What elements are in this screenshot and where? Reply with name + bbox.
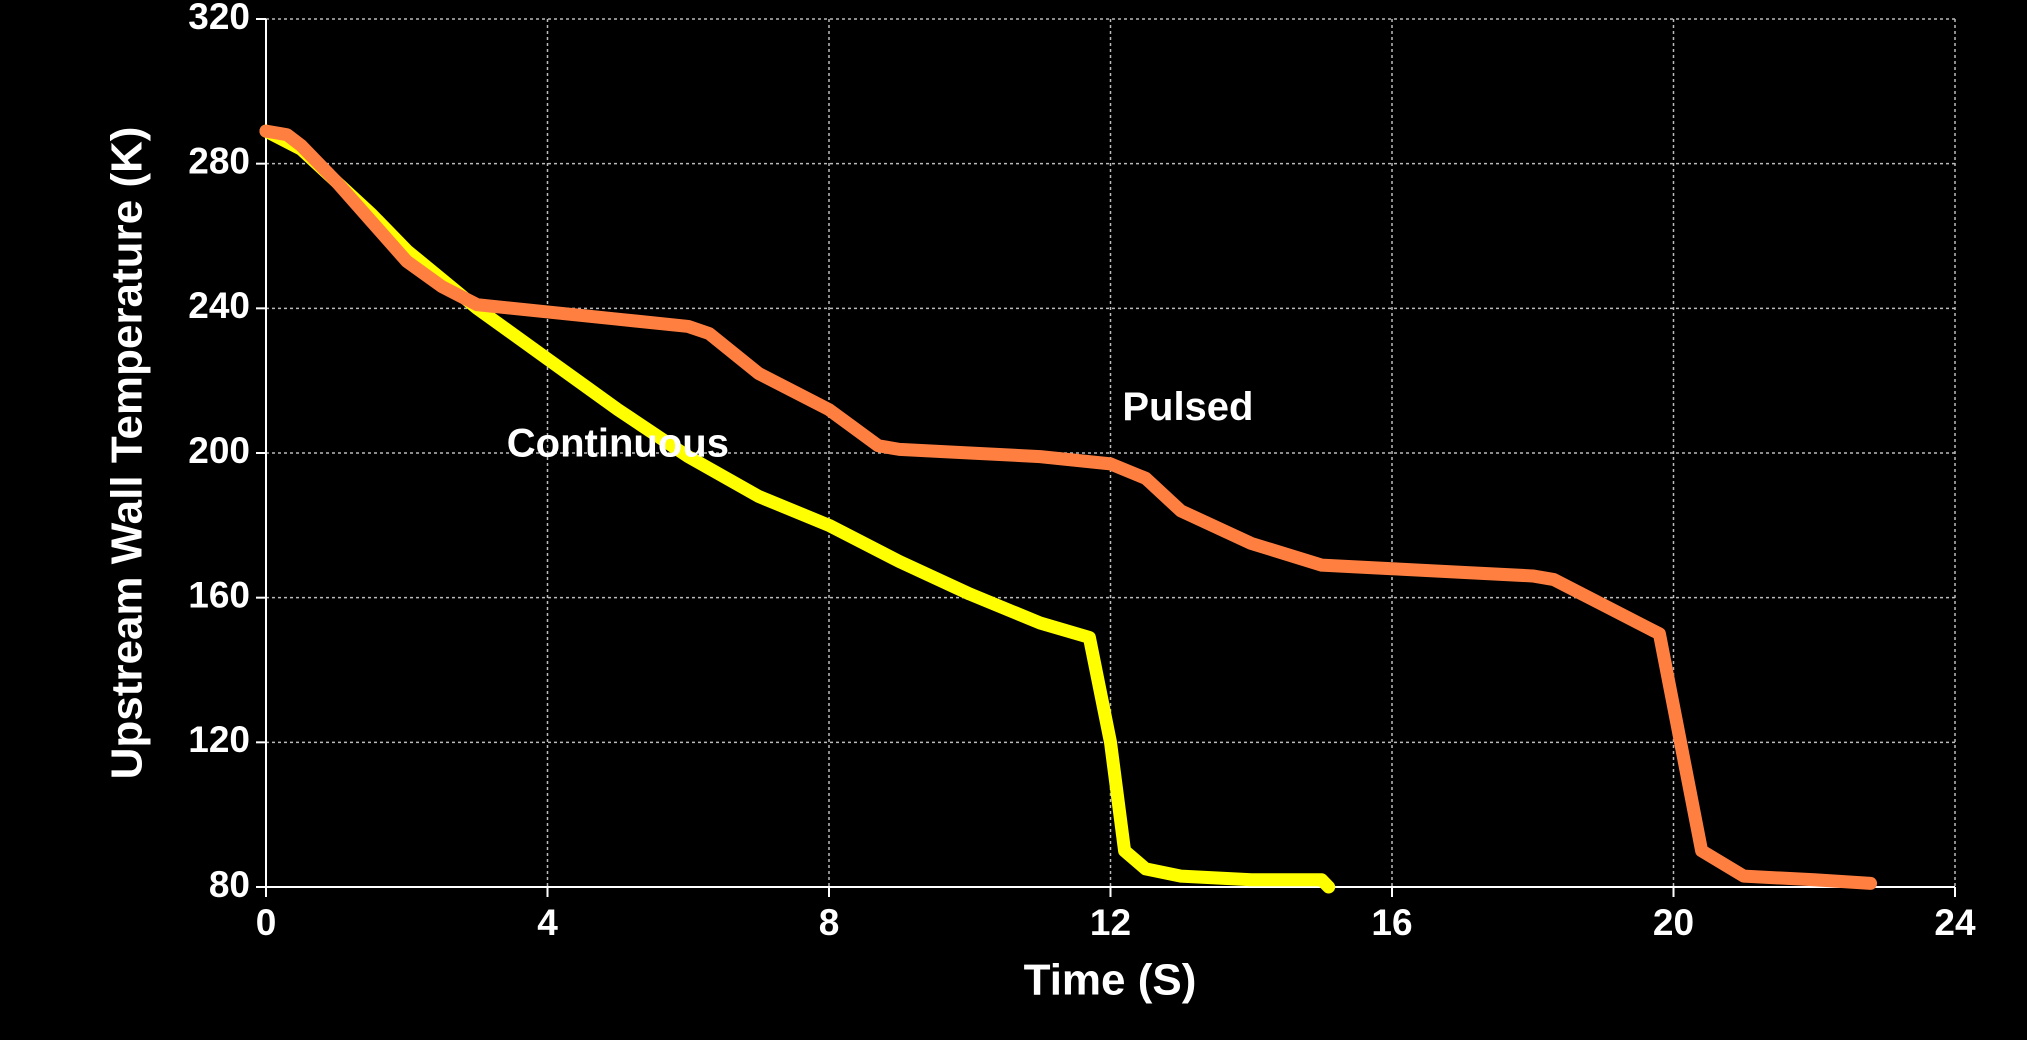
y-axis-title: Upstream Wall Temperature (K) [103,127,152,780]
x-tick-label: 4 [537,902,558,943]
x-tick-label: 0 [256,902,277,943]
x-axis-title: Time (S) [1024,956,1197,1005]
y-tick-label: 240 [188,285,250,326]
y-tick-label: 120 [188,719,250,760]
x-tick-label: 20 [1653,902,1694,943]
annotation: Pulsed [1122,385,1253,429]
x-tick-label: 24 [1934,902,1976,943]
annotation: Continuous [507,421,729,465]
x-tick-label: 8 [819,902,840,943]
x-tick-label: 12 [1090,902,1131,943]
series-line [259,124,1336,894]
y-tick-label: 80 [209,864,250,905]
y-tick-label: 200 [188,430,250,471]
y-tick-label: 160 [188,574,250,615]
x-tick-label: 16 [1371,902,1412,943]
y-tick-label: 320 [188,0,250,37]
y-tick-label: 280 [188,140,250,181]
series-line [259,124,1878,890]
